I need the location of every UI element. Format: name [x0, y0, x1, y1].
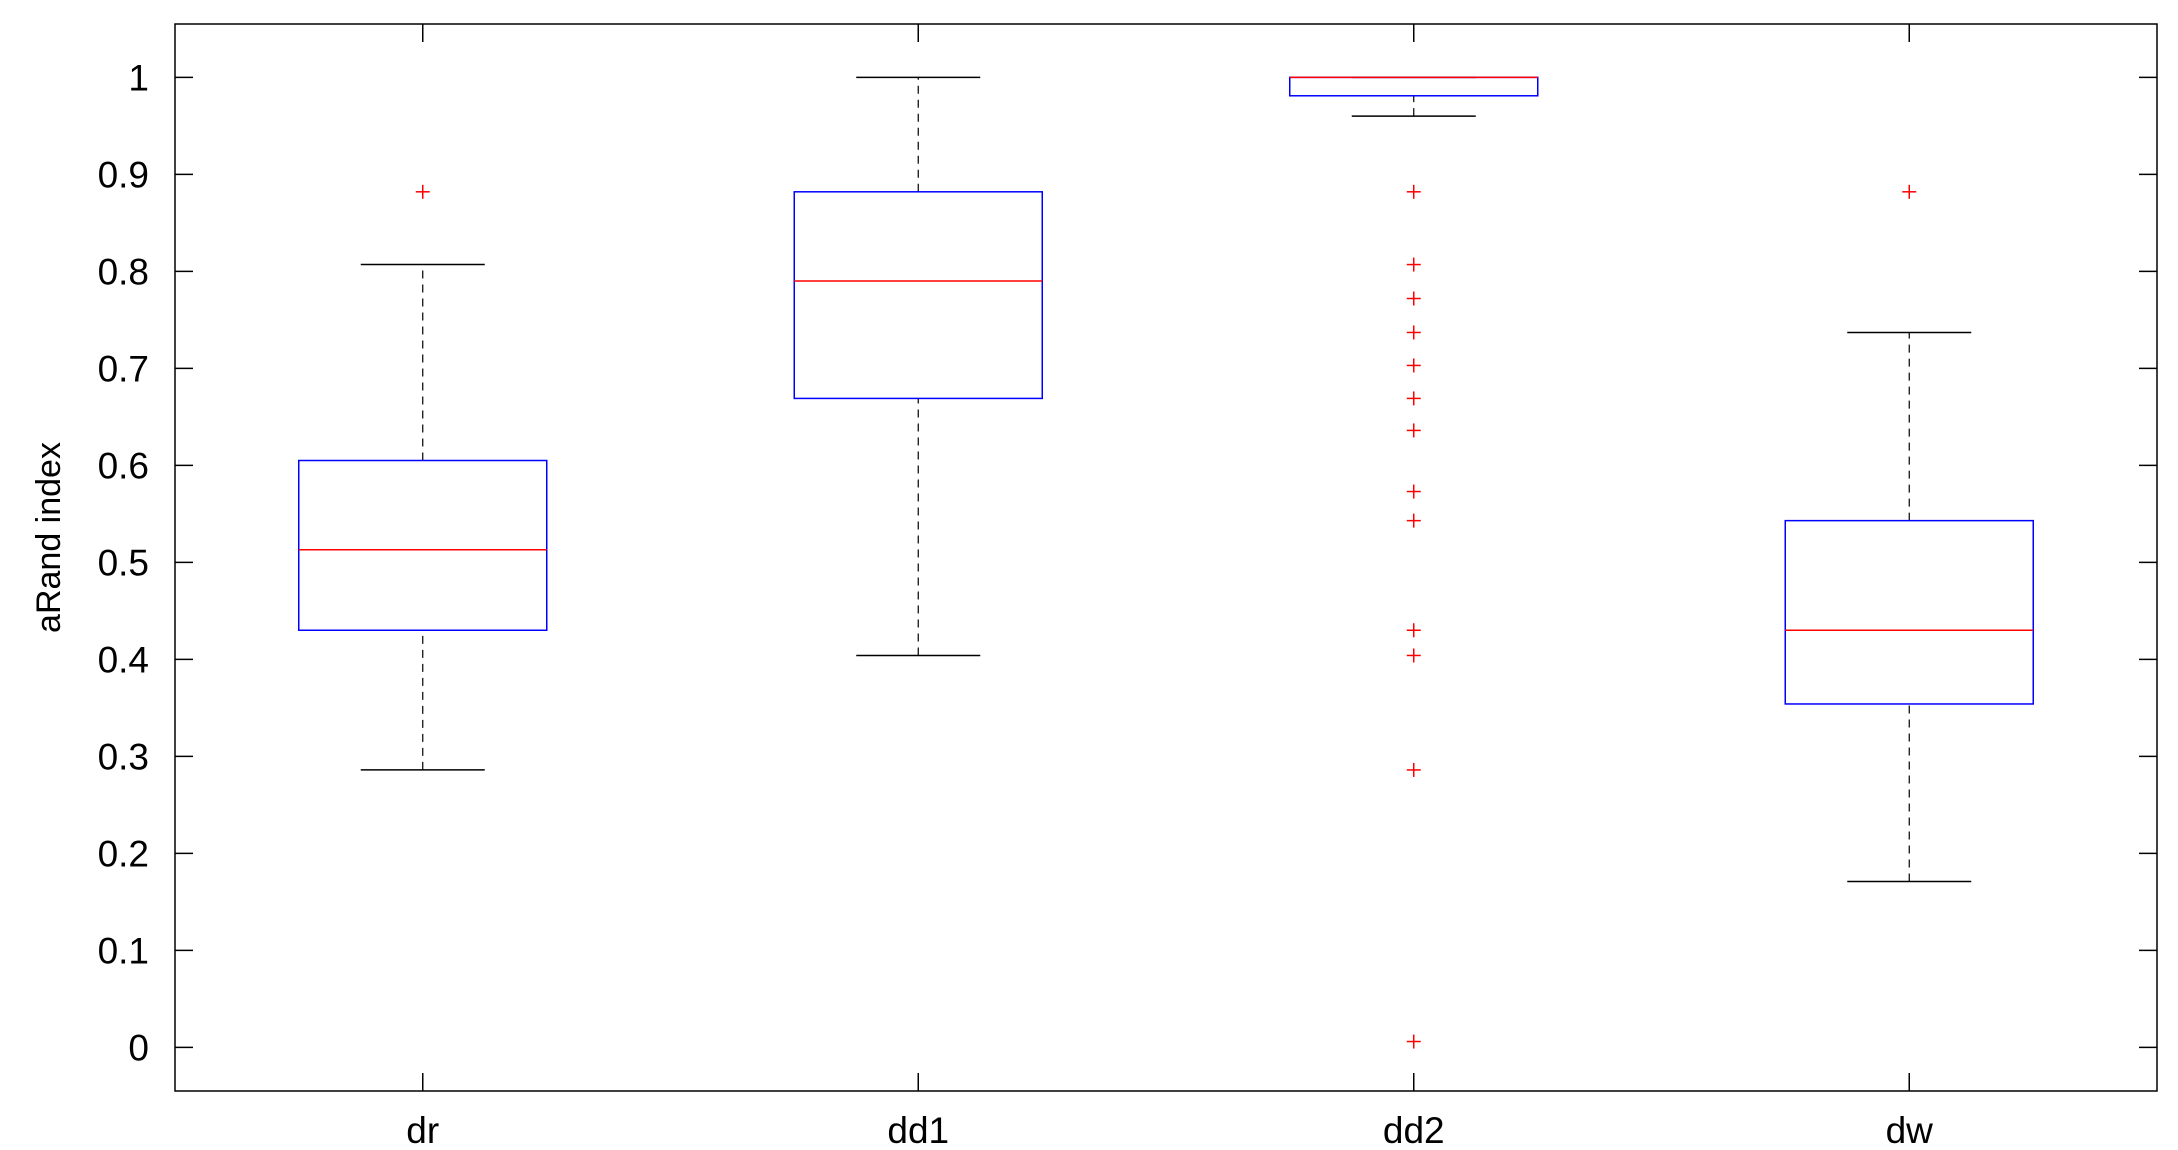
outlier-point [1902, 184, 1917, 199]
iqr-box [1784, 519, 2034, 705]
y-tick-label: 0.7 [98, 348, 149, 389]
outlier-point [415, 184, 430, 199]
y-tick-label: 1 [128, 57, 149, 98]
y-tick-label: 0.3 [98, 736, 149, 777]
box-marks [298, 76, 2034, 1049]
x-tick-label: dw [1886, 1110, 1934, 1150]
outlier-point [1406, 184, 1421, 199]
axes-frame [174, 23, 2158, 1092]
outlier-point [1406, 648, 1421, 663]
y-tick-label: 0.2 [98, 833, 149, 874]
iqr-box [298, 459, 548, 631]
outlier-point [1406, 391, 1421, 406]
outlier-point [1406, 484, 1421, 499]
x-tick-label: dr [406, 1110, 439, 1150]
iqr-box [793, 191, 1043, 400]
y-tick-label: 0.6 [98, 445, 149, 486]
y-tick-label: 0.4 [98, 639, 149, 680]
outlier-point [1406, 762, 1421, 777]
y-tick-label: 0.8 [98, 251, 149, 292]
outlier-point [1406, 623, 1421, 638]
y-tick-label: 0.5 [98, 542, 149, 583]
outlier-point [1406, 291, 1421, 306]
x-tick-label: dd2 [1383, 1110, 1445, 1150]
y-tick-label: 0.9 [98, 154, 149, 195]
y-axis-label: aRand index [30, 442, 68, 633]
axis-ticks: 0 0.1 0.2 0.3 0.4 0.5 0.6 0.7 0.8 0.9 1 dr dd1 dd2 dw [98, 24, 2157, 1150]
outlier-point [1406, 257, 1421, 272]
outlier-point [1406, 513, 1421, 528]
y-tick-label: 0 [128, 1027, 149, 1068]
outlier-point [1406, 423, 1421, 438]
outlier-point [1406, 358, 1421, 373]
outlier-point [1406, 325, 1421, 340]
y-tick-label: 0.1 [98, 930, 149, 971]
x-tick-label: dd1 [887, 1110, 949, 1150]
outlier-point [1406, 1034, 1421, 1049]
